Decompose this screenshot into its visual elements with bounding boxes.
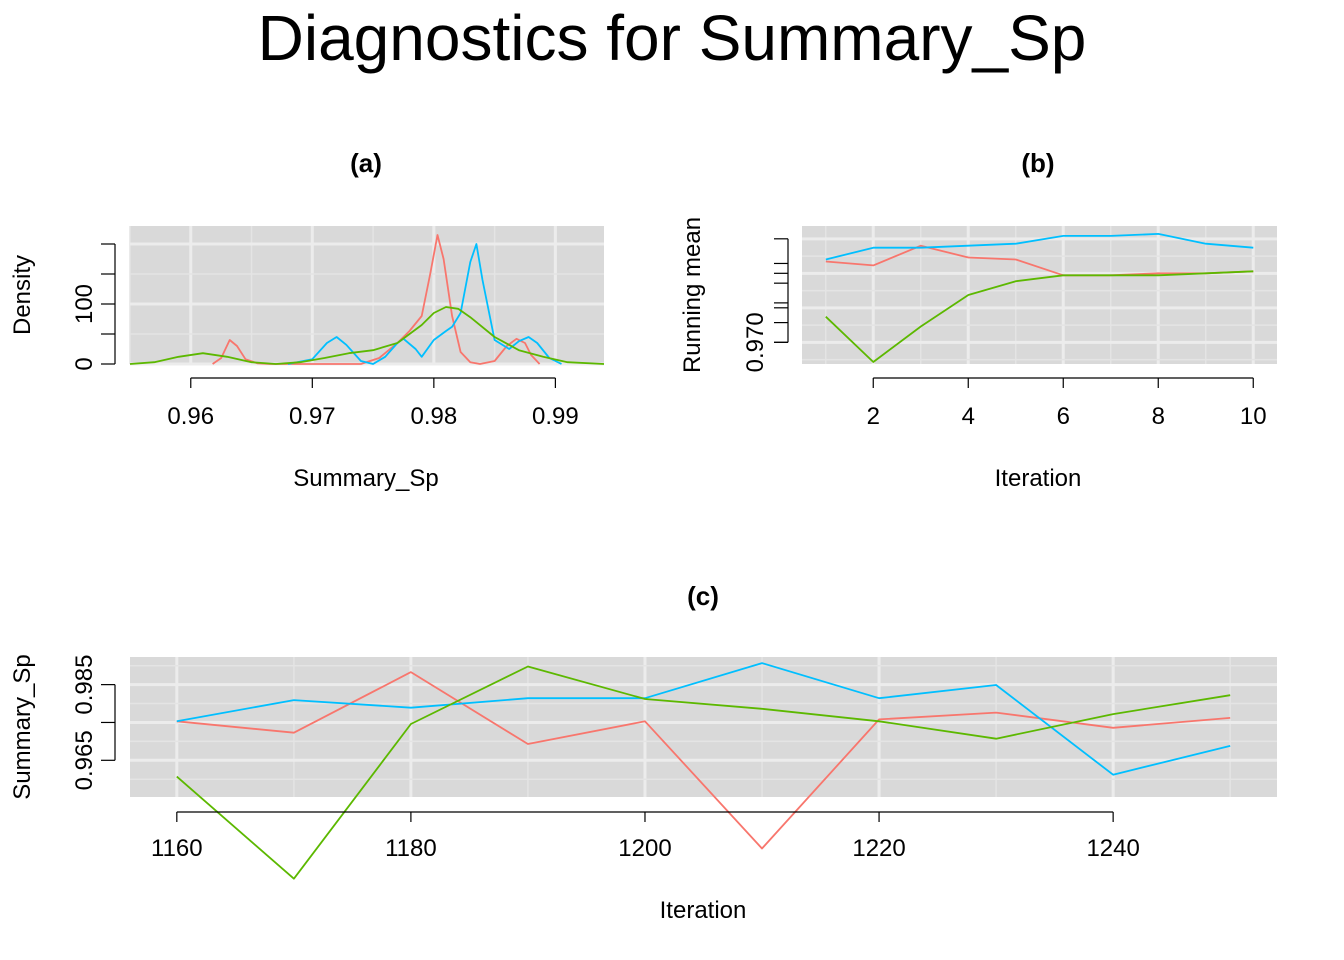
panel-c-series-chain2: [176, 662, 1231, 776]
panel-a-ylabel: Density: [9, 255, 36, 335]
panel-c-x-tick-label: 1200: [618, 835, 671, 862]
panel-a-x-axis: 0.96 0.97 0.98 0.99: [167, 377, 579, 430]
panel-a-xlabel: Summary_Sp: [293, 465, 438, 492]
panel-b-x-tick-label: 8: [1152, 403, 1165, 430]
panel-a-plot-area: [130, 226, 604, 364]
panel-b-x-axis: 2 4 6 8 10: [867, 377, 1267, 430]
panel-a-y-tick-label: 0: [71, 357, 98, 370]
panel-a-x-tick-label: 0.99: [532, 403, 579, 430]
panel-b-x-tick-label: 6: [1057, 403, 1070, 430]
panel-b-xlabel: Iteration: [995, 465, 1082, 492]
panel-c-trace-plot: (c) Iteration Summary_Sp 1160 1180 1200 122…: [9, 581, 1277, 924]
panel-b-y-axis: 0.970: [742, 238, 789, 372]
panel-a-x-tick-label: 0.97: [289, 403, 336, 430]
panel-a-y-axis: 0 100: [71, 243, 116, 371]
panel-c-x-tick-label: 1240: [1086, 835, 1139, 862]
panel-b-title: (b): [1021, 148, 1054, 178]
panel-c-title: (c): [687, 581, 719, 611]
panel-c-y-axis: 0.965 0.985: [71, 655, 116, 790]
panel-c-y-tick-label: 0.965: [71, 730, 98, 790]
panel-b-series-chain1: [825, 244, 1254, 277]
panel-b-x-tick-label: 4: [962, 403, 975, 430]
panel-c-y-tick-label: 0.985: [71, 655, 98, 715]
panel-c-x-tick-label: 1180: [385, 835, 437, 862]
panel-b-series-chain3: [825, 270, 1254, 363]
panel-a-title: (a): [350, 148, 382, 178]
panel-a-grid: [129, 226, 604, 366]
panel-b-running-mean-plot: (b) Iteration Running mean 2 4 6 8 10 0.970: [679, 148, 1277, 492]
panel-b-series-chain2: [825, 233, 1254, 261]
panel-c-ylabel: Summary_Sp: [9, 654, 36, 799]
panel-b-y-tick-label: 0.970: [742, 312, 769, 372]
panel-c-x-axis: 1160 1180 1200 1220 1240: [151, 811, 1140, 862]
panel-a-x-tick-label: 0.96: [167, 403, 214, 430]
panel-c-series-chain3: [176, 665, 1231, 880]
panel-a-density-plot: (a) Summary_Sp Density 0.96 0.97 0.98 0.990…: [9, 148, 605, 492]
panel-b-ylabel: Running mean: [679, 217, 706, 373]
panel-b-x-tick-label: 2: [867, 403, 880, 430]
panel-c-xlabel: Iteration: [660, 897, 747, 924]
panel-c-series-chain1: [176, 671, 1231, 850]
panel-a-series-chain2: [287, 243, 562, 365]
panel-c-x-tick-label: 1160: [151, 835, 203, 862]
panel-c-grid: [130, 657, 1277, 797]
figure-title: Diagnostics for Summary_Sp: [258, 2, 1087, 74]
panel-a-series-chain3: [129, 306, 605, 365]
panel-a-y-tick-label: 100: [71, 284, 98, 324]
panel-c-x-tick-label: 1220: [852, 835, 905, 862]
panel-b-x-tick-label: 10: [1240, 403, 1267, 430]
panel-a-x-tick-label: 0.98: [410, 403, 457, 430]
